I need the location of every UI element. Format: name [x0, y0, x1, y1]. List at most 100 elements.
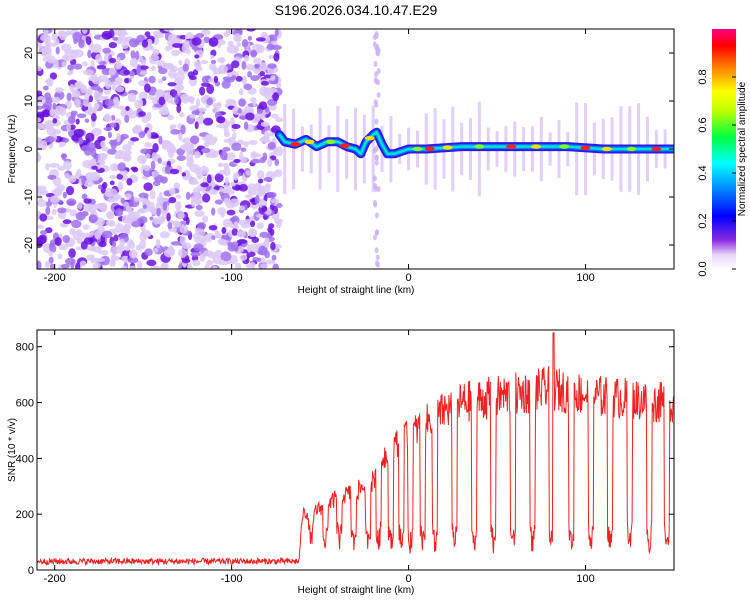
y-tick-label: 0 — [28, 565, 34, 577]
noise-blob — [257, 186, 267, 196]
noise-blob — [191, 259, 201, 267]
noise-blob — [165, 45, 171, 52]
noise-blob — [136, 64, 141, 74]
noise-blob — [249, 97, 256, 103]
ridge-smear — [389, 115, 393, 183]
streak-blob — [376, 91, 381, 98]
streak-blob — [373, 60, 378, 67]
noise-blob — [179, 144, 190, 151]
streak-blob — [374, 101, 379, 108]
y-tick-label: -20 — [23, 237, 35, 253]
noise-blob — [200, 182, 209, 188]
noise-blob — [37, 105, 43, 110]
noise-blob — [123, 223, 132, 231]
noise-blob — [71, 90, 81, 98]
noise-blob — [204, 263, 210, 269]
noise-blob — [109, 246, 121, 255]
noise-blob — [267, 141, 276, 150]
noise-blob — [238, 205, 246, 211]
noise-blob — [90, 171, 101, 181]
noise-blob — [123, 50, 129, 55]
noise-blob — [236, 230, 246, 238]
noise-blob — [225, 98, 236, 104]
noise-blob — [226, 209, 236, 216]
noise-blob — [85, 132, 95, 143]
noise-blob — [230, 60, 240, 69]
streak-blob — [374, 260, 379, 267]
noise-blob — [243, 121, 249, 130]
noise-blob — [138, 65, 149, 70]
noise-blob — [238, 98, 246, 107]
noise-blob — [127, 113, 138, 119]
noise-blob — [148, 94, 154, 100]
noise-blob — [221, 226, 227, 234]
noise-blob — [233, 221, 239, 230]
noise-blob — [37, 139, 44, 148]
noise-blob — [138, 80, 147, 87]
noise-blob — [58, 142, 64, 148]
noise-blob — [206, 97, 214, 106]
noise-blob — [253, 57, 262, 65]
noise-blob — [191, 110, 201, 115]
noise-blob — [128, 38, 139, 48]
noise-blob — [202, 176, 207, 184]
noise-blob — [206, 138, 217, 146]
noise-blob — [150, 160, 156, 171]
noise-blob — [131, 125, 143, 134]
noise-blob — [115, 223, 124, 233]
noise-blob — [259, 70, 266, 77]
noise-blob — [151, 170, 159, 177]
noise-blob — [175, 194, 182, 199]
y-tick-label: 600 — [16, 398, 34, 410]
ridge-smear — [309, 124, 313, 174]
noise-blob — [66, 123, 71, 132]
noise-blob — [140, 229, 152, 238]
noise-blob — [272, 92, 279, 102]
streak-blob — [374, 154, 379, 161]
noise-blob — [116, 173, 124, 180]
noise-blob — [264, 94, 273, 100]
noise-blob — [37, 65, 43, 72]
noise-blob — [270, 198, 280, 204]
noise-blob — [69, 228, 76, 236]
noise-blob — [176, 155, 186, 162]
noise-blob — [158, 135, 163, 145]
noise-blob — [115, 77, 123, 84]
noise-blob — [250, 203, 259, 209]
noise-blob — [94, 103, 99, 111]
noise-blob — [274, 29, 279, 37]
noise-blob — [107, 148, 118, 155]
noise-blob — [152, 48, 160, 56]
noise-blob — [266, 191, 277, 199]
noise-blob — [274, 146, 284, 157]
noise-blob — [113, 234, 119, 242]
noise-blob — [259, 231, 270, 238]
noise-blob — [203, 250, 214, 257]
noise-blob — [189, 75, 197, 81]
noise-blob — [144, 142, 153, 148]
ridge-hotspot — [364, 136, 375, 141]
noise-blob — [238, 156, 248, 163]
noise-blob — [81, 29, 88, 34]
noise-blob — [267, 132, 276, 137]
noise-blob — [271, 113, 279, 119]
ridge-hotspot — [580, 145, 591, 150]
noise-blob — [179, 224, 188, 234]
noise-blob — [71, 219, 82, 229]
noise-blob — [151, 151, 158, 161]
noise-blob — [115, 86, 125, 93]
noise-blob — [152, 142, 159, 153]
noise-blob — [107, 188, 118, 197]
y-tick-label: 400 — [16, 453, 34, 465]
noise-blob — [97, 184, 103, 190]
noise-blob — [45, 42, 50, 53]
noise-blob — [179, 235, 186, 245]
noise-blob — [138, 216, 148, 224]
noise-blob — [55, 46, 60, 55]
noise-blob — [70, 110, 78, 116]
noise-blob — [245, 63, 255, 71]
noise-blob — [219, 150, 228, 161]
noise-blob — [163, 29, 175, 32]
noise-blob — [248, 139, 258, 145]
